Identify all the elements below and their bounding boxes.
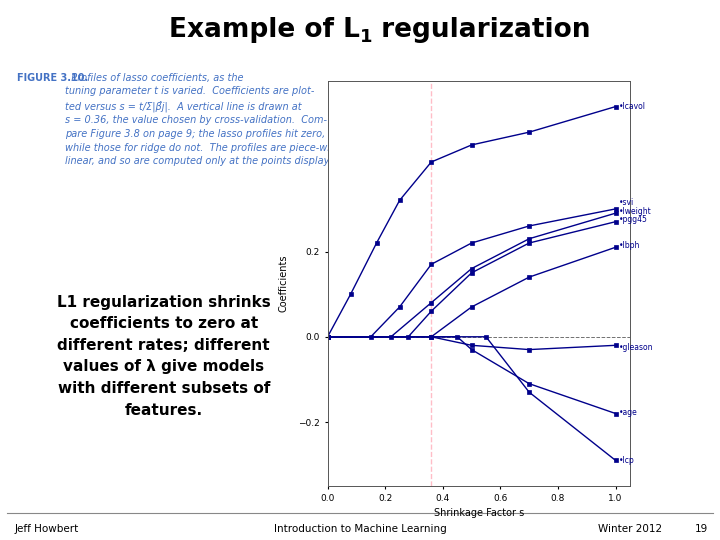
Y-axis label: Coefficients: Coefficients bbox=[279, 255, 288, 312]
Text: L1 regularization shrinks
coefficients to zero at
different rates; different
val: L1 regularization shrinks coefficients t… bbox=[57, 295, 271, 417]
Text: Example of L: Example of L bbox=[169, 17, 360, 43]
Text: •lcp: •lcp bbox=[618, 456, 634, 465]
Text: •lweight: •lweight bbox=[618, 206, 651, 215]
X-axis label: Shrinkage Factor s: Shrinkage Factor s bbox=[433, 508, 524, 518]
Text: •age: •age bbox=[618, 408, 637, 417]
Text: 1: 1 bbox=[360, 28, 372, 46]
Text: •lcavol: •lcavol bbox=[618, 102, 646, 111]
Text: FIGURE 3.10.: FIGURE 3.10. bbox=[17, 73, 88, 83]
Text: 19: 19 bbox=[695, 524, 708, 534]
Text: regularization: regularization bbox=[372, 17, 590, 43]
Text: Profiles of lasso coefficients, as the
tuning parameter t is varied.  Coefficien: Profiles of lasso coefficients, as the t… bbox=[65, 73, 345, 166]
Text: Jeff Howbert: Jeff Howbert bbox=[14, 524, 78, 534]
Text: •svi: •svi bbox=[618, 198, 634, 207]
Text: •lbph: •lbph bbox=[618, 241, 640, 249]
Text: Introduction to Machine Learning: Introduction to Machine Learning bbox=[274, 524, 446, 534]
Text: Winter 2012: Winter 2012 bbox=[598, 524, 662, 534]
Text: •gleason: •gleason bbox=[618, 343, 653, 352]
Text: •pgg45: •pgg45 bbox=[618, 215, 647, 224]
